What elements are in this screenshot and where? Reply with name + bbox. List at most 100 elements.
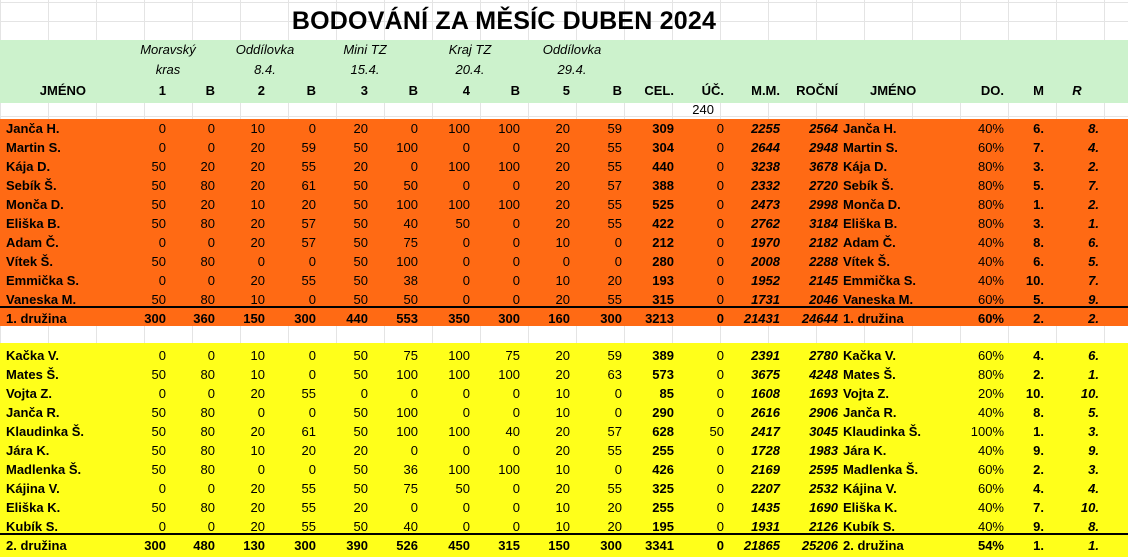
cell-do: 20% <box>977 386 1004 401</box>
cell-mm: 2616 <box>751 405 780 420</box>
cell-mm: 2332 <box>751 178 780 193</box>
cell-c1: 50 <box>151 462 166 477</box>
cell-mm: 2417 <box>751 424 780 439</box>
cell-b4: 300 <box>498 311 520 326</box>
cell-name: Janča R. <box>6 405 60 420</box>
cell-m: 8. <box>1033 405 1044 420</box>
cell-name: Vojta Z. <box>6 386 52 401</box>
cell-c4: 50 <box>455 216 470 231</box>
cell-c5: 10 <box>555 405 570 420</box>
cell-r: 8. <box>1088 519 1099 534</box>
cell-c1: 50 <box>151 178 166 193</box>
cell-c5: 20 <box>555 348 570 363</box>
cell-b3: 0 <box>410 121 418 136</box>
cell-c4: 0 <box>462 178 470 193</box>
cell-c2: 10 <box>250 443 265 458</box>
cell-b3: 50 <box>403 292 418 307</box>
cell-c3: 50 <box>353 424 368 439</box>
cell-c2: 20 <box>250 424 265 439</box>
cell-c3: 390 <box>346 538 368 553</box>
cell-c3: 50 <box>353 140 368 155</box>
team-1-total-row: 1. družina 300 360 150 300 440 553 350 300 160 300… <box>0 309 1128 328</box>
cell-b2: 55 <box>301 481 316 496</box>
cell-c5: 20 <box>555 481 570 496</box>
cell-c4: 0 <box>462 386 470 401</box>
cell-r: 1. <box>1088 216 1099 231</box>
cell-name2: Monča D. <box>843 197 901 212</box>
cell-name2: Klaudinka Š. <box>843 424 922 439</box>
cell-do: 60% <box>977 481 1004 496</box>
cell-b5: 55 <box>607 159 622 174</box>
cell-total: 422 <box>652 216 674 231</box>
cell-c5: 150 <box>548 538 570 553</box>
cell-total: 304 <box>652 140 674 155</box>
cell-c2: 20 <box>250 386 265 401</box>
cell-c2: 20 <box>250 500 265 515</box>
cell-b2: 300 <box>294 538 316 553</box>
team-2-member-row: Madlenka Š. 50 80 0 0 50 36 100 100 10 0 426 0 2169 25… <box>0 460 1128 479</box>
cell-c5: 20 <box>555 178 570 193</box>
cell-mm: 21865 <box>743 538 780 553</box>
cell-uc: 0 <box>716 216 724 231</box>
cell-c5: 20 <box>555 121 570 136</box>
cell-c5: 20 <box>555 216 570 231</box>
cell-do: 60% <box>977 348 1004 363</box>
cell-b4: 100 <box>498 121 520 136</box>
cell-m: 3. <box>1033 159 1044 174</box>
cell-total: 426 <box>652 462 674 477</box>
cell-year: 2948 <box>809 140 838 155</box>
cell-c4: 450 <box>448 538 470 553</box>
header-total: CEL. <box>644 83 674 98</box>
cell-c4: 0 <box>462 140 470 155</box>
cell-do: 80% <box>977 197 1004 212</box>
cell-c1: 0 <box>158 121 166 136</box>
cell-r: 7. <box>1088 273 1099 288</box>
cell-uc: 0 <box>716 159 724 174</box>
cell-year: 4248 <box>809 367 838 382</box>
cell-name2: Emmička S. <box>843 273 916 288</box>
cell-c2: 0 <box>257 254 265 269</box>
cell-r: 1. <box>1088 538 1099 553</box>
cell-b4: 0 <box>512 443 520 458</box>
cell-c1: 50 <box>151 216 166 231</box>
cell-mm: 1731 <box>751 292 780 307</box>
cell-name2: Janča R. <box>843 405 897 420</box>
cell-b1: 20 <box>200 197 215 212</box>
cell-b3: 40 <box>403 216 418 231</box>
competition-2: Oddílovka 8.4. <box>215 40 315 80</box>
header-year: ROČNÍ <box>796 83 838 98</box>
cell-c5: 20 <box>555 140 570 155</box>
team-2-band <box>0 343 1128 557</box>
cell-name2: Adam Č. <box>843 235 896 250</box>
cell-c4: 100 <box>448 367 470 382</box>
cell-c5: 20 <box>555 197 570 212</box>
cell-c5: 10 <box>555 235 570 250</box>
cell-do: 60% <box>977 292 1004 307</box>
cell-year: 2046 <box>809 292 838 307</box>
cell-b3: 100 <box>396 424 418 439</box>
cell-year: 3184 <box>809 216 838 231</box>
cell-c3: 50 <box>353 348 368 363</box>
cell-total: 255 <box>652 443 674 458</box>
team-2-member-row: Jára K. 50 80 10 20 20 0 0 0 20 55 255 0 1728 1983 Jára… <box>0 441 1128 460</box>
cell-r: 1. <box>1088 367 1099 382</box>
team-1-member-row: Emmička S. 0 0 20 55 50 38 0 0 10 20 193 0 1952 2145 Em… <box>0 271 1128 290</box>
cell-uc: 0 <box>716 367 724 382</box>
cell-name2: Sebík Š. <box>843 178 894 193</box>
cell-uc: 0 <box>716 386 724 401</box>
cell-c1: 50 <box>151 500 166 515</box>
cell-c2: 20 <box>250 273 265 288</box>
team-1-member-row: Monča D. 50 20 10 20 50 100 100 100 20 55 525 0 2473 2… <box>0 195 1128 214</box>
cell-b4: 0 <box>512 386 520 401</box>
cell-uc: 50 <box>709 424 724 439</box>
cell-b2: 61 <box>301 424 316 439</box>
cell-c1: 50 <box>151 254 166 269</box>
team-1-member-row: Eliška B. 50 80 20 57 50 40 50 0 20 55 422 0 2762 3184… <box>0 214 1128 233</box>
cell-b4: 0 <box>512 405 520 420</box>
cell-b1: 80 <box>200 443 215 458</box>
cell-m: 9. <box>1033 443 1044 458</box>
cell-b3: 100 <box>396 197 418 212</box>
cell-total: 628 <box>652 424 674 439</box>
uc-note: 240 <box>692 102 714 117</box>
cell-name2: Vojta Z. <box>843 386 889 401</box>
